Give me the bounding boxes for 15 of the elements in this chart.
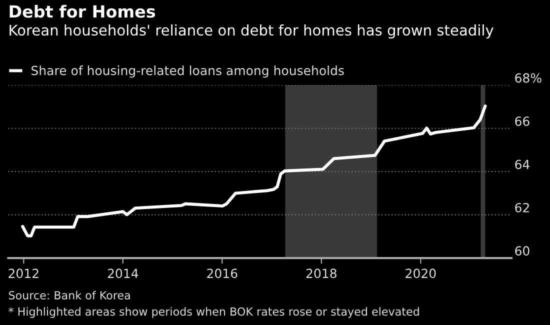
chart-title: Debt for Homes [10, 4, 156, 18]
y-tick-label: 64 [515, 160, 530, 170]
x-tick-label: 2012 [8, 268, 38, 278]
y-tick-label: 68% [515, 73, 542, 83]
x-tick-label: 2014 [108, 268, 138, 278]
y-tick-label: 62 [515, 202, 529, 212]
x-tick-label: 2020 [406, 268, 436, 278]
x-tick-label: 2018 [306, 268, 336, 278]
legend-label: Share of housing-related loans among households [32, 66, 344, 78]
y-tick-label: 66 [515, 116, 530, 126]
x-tick-label: 2016 [207, 268, 238, 278]
chart-subtitle: Korean households' reliance on debt for homes has grown steadily [10, 24, 494, 38]
text: * Highlighted areas show periods when BOK rates rose or stayed elevated [8, 307, 419, 318]
source-note: Source: Bank of Korea [8, 290, 130, 300]
y-tick-label: 60 [515, 246, 530, 256]
